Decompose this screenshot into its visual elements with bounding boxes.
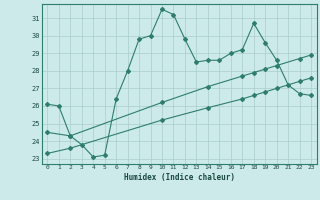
X-axis label: Humidex (Indice chaleur): Humidex (Indice chaleur)	[124, 173, 235, 182]
